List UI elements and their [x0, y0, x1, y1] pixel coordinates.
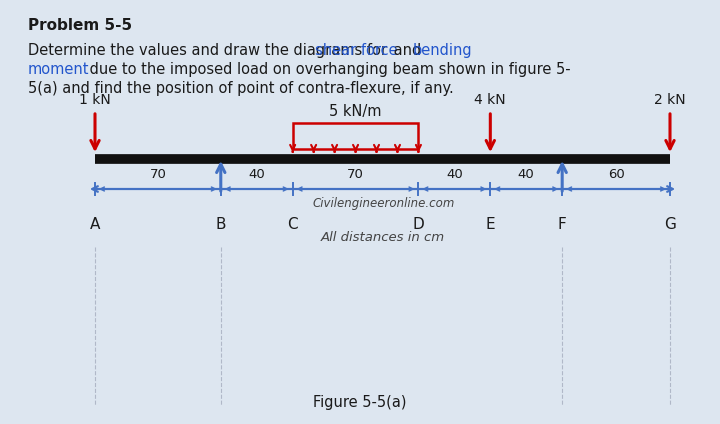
Text: C: C	[287, 217, 298, 232]
Text: 2 kN: 2 kN	[654, 93, 686, 107]
Text: 60: 60	[608, 168, 624, 181]
Bar	[292, 123, 418, 149]
Text: B: B	[215, 217, 226, 232]
Text: 70: 70	[347, 168, 364, 181]
Text: F: F	[558, 217, 567, 232]
Text: 5 kN/m: 5 kN/m	[329, 104, 382, 119]
Text: and: and	[389, 43, 426, 58]
Text: D: D	[413, 217, 424, 232]
Text: 40: 40	[248, 168, 265, 181]
Text: 4 kN: 4 kN	[474, 93, 506, 107]
Text: A: A	[90, 217, 100, 232]
Text: All distances in cm: All distances in cm	[320, 231, 444, 244]
Text: 5(a) and find the position of point of contra-flexure, if any.: 5(a) and find the position of point of c…	[28, 81, 454, 96]
Text: bending: bending	[413, 43, 472, 58]
Text: Problem 5-5: Problem 5-5	[28, 18, 132, 33]
Text: G: G	[664, 217, 676, 232]
Text: 1 kN: 1 kN	[79, 93, 111, 107]
Text: 70: 70	[150, 168, 166, 181]
Text: 40: 40	[518, 168, 535, 181]
Text: Figure 5-5(a): Figure 5-5(a)	[313, 395, 407, 410]
Text: due to the imposed load on overhanging beam shown in figure 5-: due to the imposed load on overhanging b…	[85, 62, 571, 77]
Text: E: E	[485, 217, 495, 232]
Text: 40: 40	[446, 168, 463, 181]
Text: Determine the values and draw the diagrams for: Determine the values and draw the diagra…	[28, 43, 392, 58]
Text: shear force: shear force	[315, 43, 397, 58]
Text: Civilengineeronline.com: Civilengineeronline.com	[312, 197, 455, 210]
Text: moment: moment	[28, 62, 89, 77]
